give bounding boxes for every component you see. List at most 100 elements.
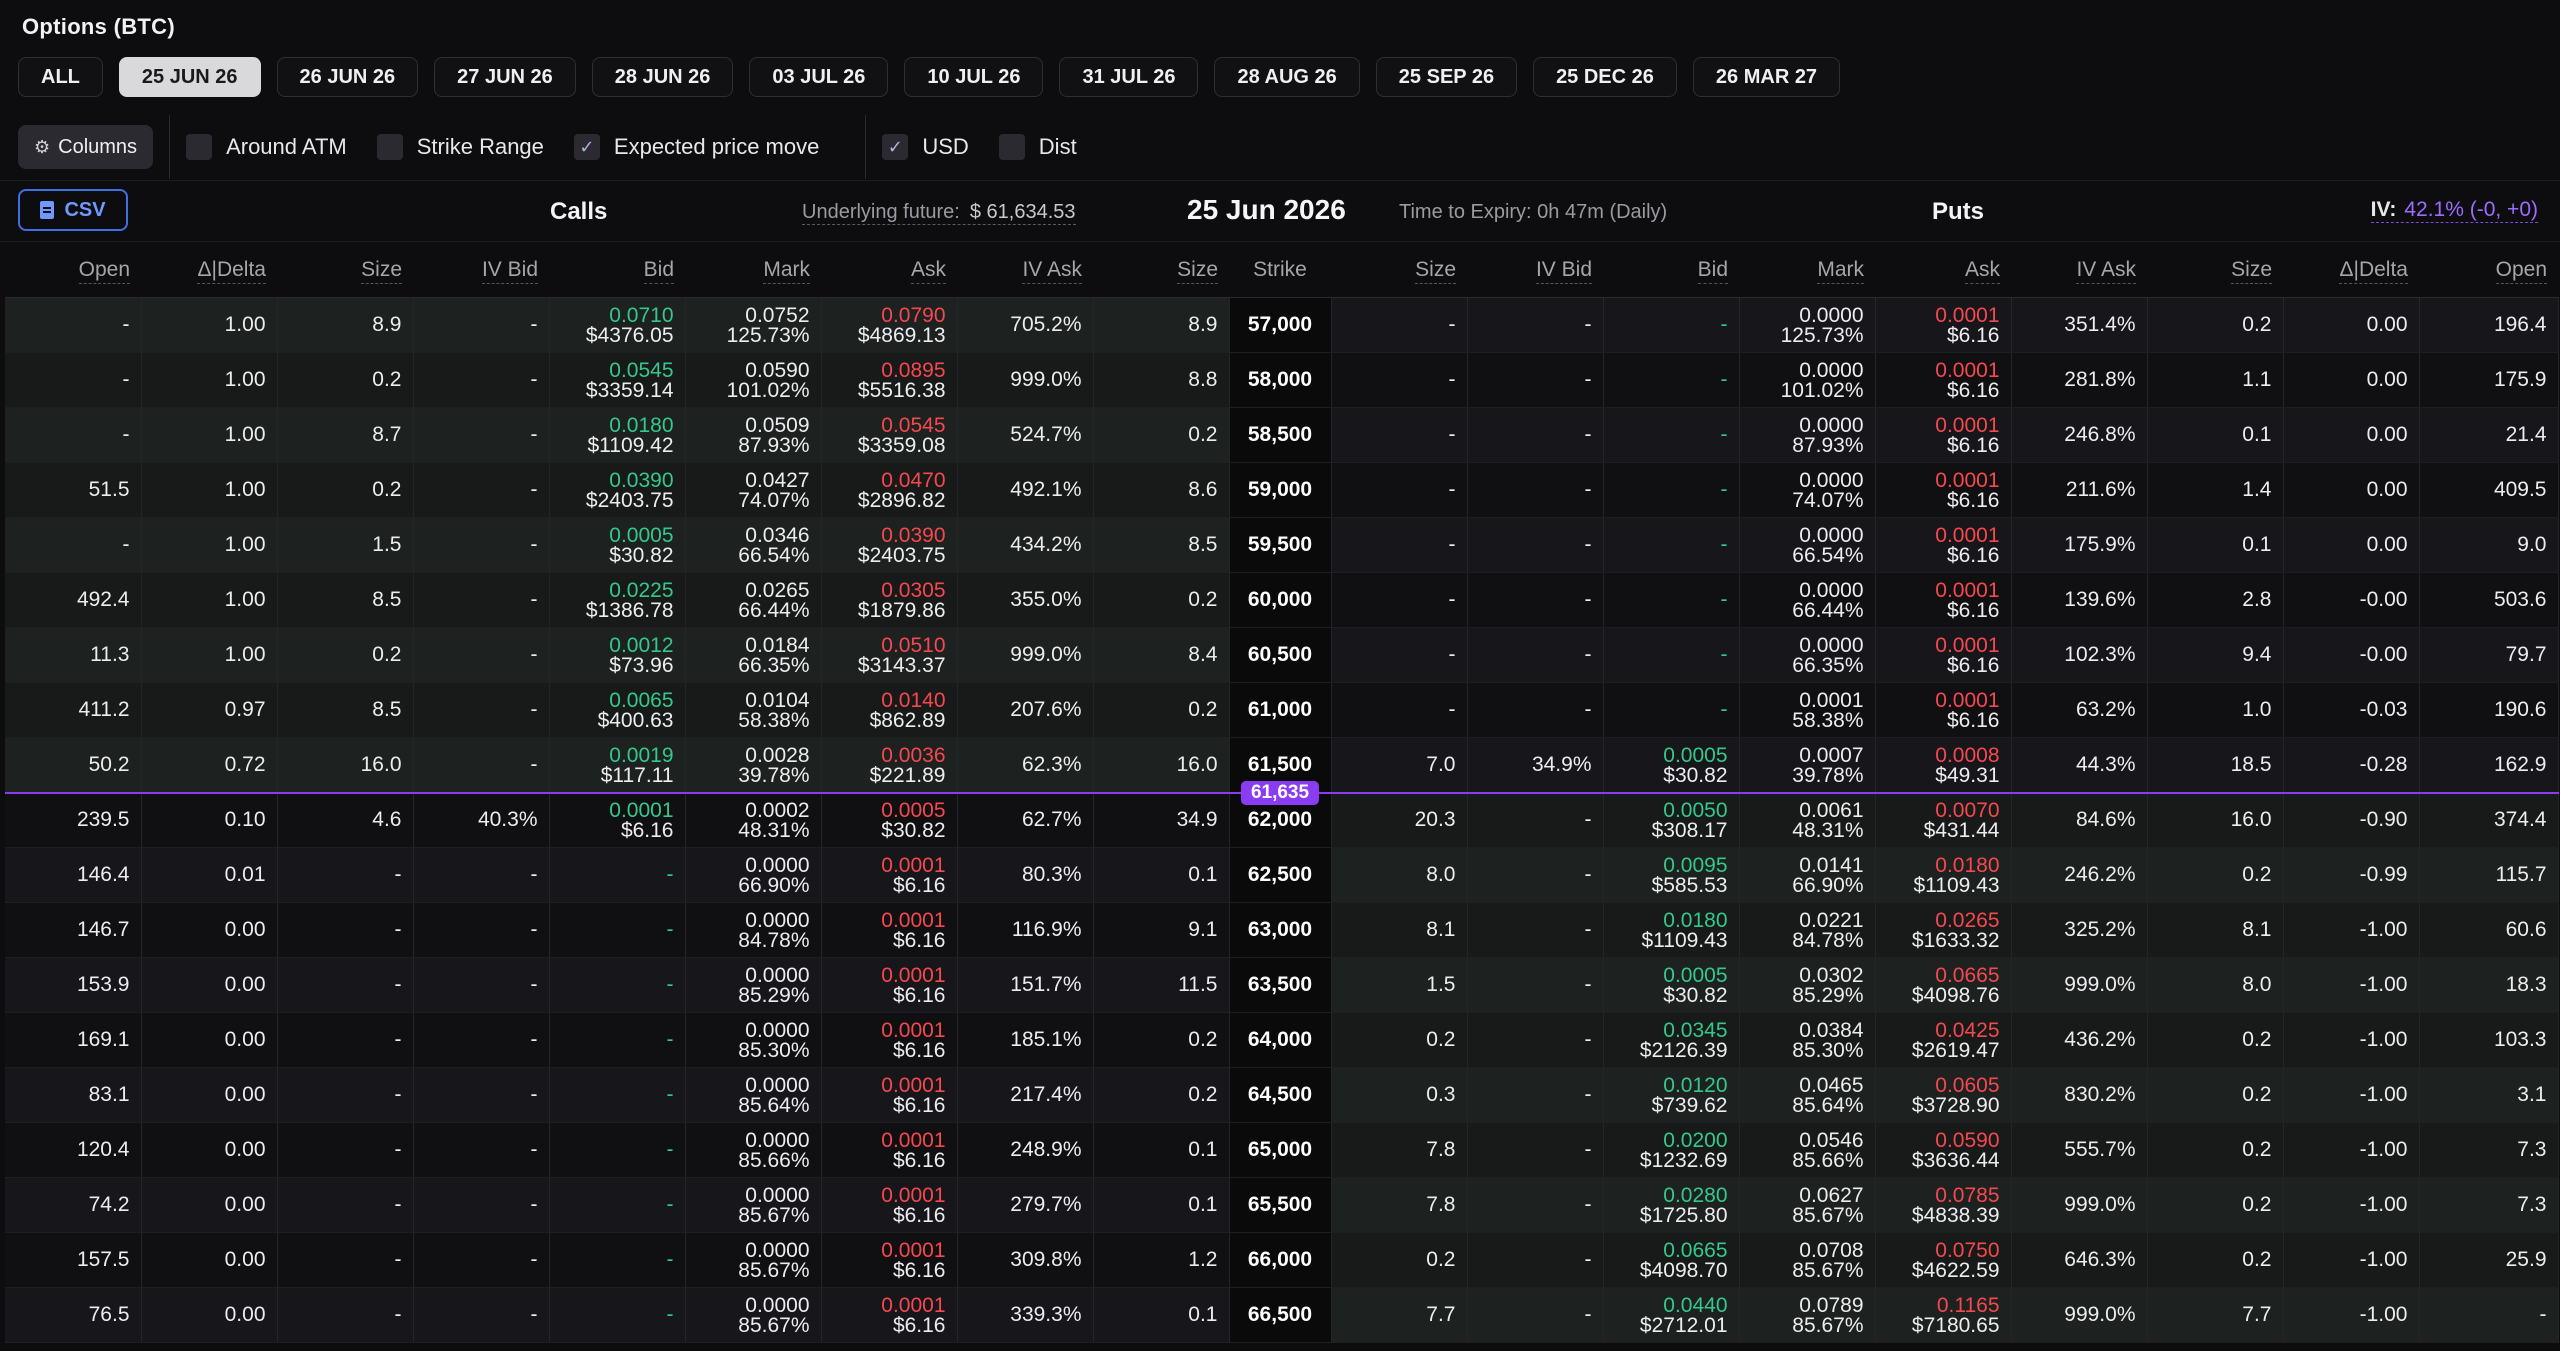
value-cell[interactable]: 830.2%	[2011, 1067, 2148, 1123]
value-cell[interactable]: 34.9	[1093, 791, 1230, 848]
value-cell[interactable]: 190.6	[2419, 682, 2559, 738]
value-cell[interactable]: 0.1	[1093, 1287, 1230, 1343]
price-cell[interactable]: 0.0012 $73.96	[549, 627, 686, 683]
price-cell[interactable]: 0.0545 $3359.14	[549, 352, 686, 408]
value-cell[interactable]: -	[1331, 352, 1468, 408]
table-row[interactable]: 76.5 0.00- - -0.0000 85.67% 0.0001 $6.16 339.3%…	[5, 1287, 2559, 1343]
price-cell[interactable]: 0.0180 $1109.43	[1603, 902, 1740, 958]
value-cell[interactable]: 11.5	[1093, 957, 1230, 1013]
value-cell[interactable]: 436.2%	[2011, 1012, 2148, 1068]
table-row[interactable]: 51.5 1.00 0.2-0.0390 $2403.75 0.0427 74.07% 0.…	[5, 462, 2559, 518]
value-cell[interactable]: -	[277, 1012, 414, 1068]
value-cell[interactable]: 8.9	[277, 297, 414, 353]
value-cell[interactable]: -1.00	[2283, 1067, 2420, 1123]
value-cell[interactable]: 185.1%	[957, 1012, 1094, 1068]
price-cell[interactable]: 0.0000 84.78%	[685, 902, 822, 958]
value-cell[interactable]: 0.00	[2283, 297, 2420, 353]
price-cell[interactable]: 0.0104 58.38%	[685, 682, 822, 738]
column-header[interactable]: Ask	[821, 242, 957, 298]
price-cell[interactable]: 0.0305 $1879.86	[821, 572, 958, 628]
price-cell[interactable]: 0.0001 $6.16	[821, 1177, 958, 1233]
price-cell[interactable]: 0.0000 85.67%	[685, 1177, 822, 1233]
value-cell[interactable]: -	[1331, 517, 1468, 573]
value-cell[interactable]: 62.3%	[957, 737, 1094, 793]
price-cell[interactable]: 0.0000 66.35%	[1739, 627, 1876, 683]
value-cell[interactable]: -	[277, 1287, 414, 1343]
value-cell[interactable]: 339.3%	[957, 1287, 1094, 1343]
table-row[interactable]: 239.5 0.10 4.6 40.3% 0.0001 $6.16 0.0002 48.31%…	[5, 780, 2559, 848]
price-cell[interactable]: 0.0710 $4376.05	[549, 297, 686, 353]
value-cell[interactable]: 1.00	[141, 627, 278, 683]
value-cell[interactable]: -	[413, 847, 550, 903]
price-cell[interactable]: 0.0265 $1633.32	[1875, 902, 2012, 958]
value-cell[interactable]: 0.00	[141, 1012, 278, 1068]
price-cell[interactable]: 0.0895 $5516.38	[821, 352, 958, 408]
price-cell[interactable]: 0.0065 $400.63	[549, 682, 686, 738]
column-header[interactable]: Mark	[685, 242, 821, 298]
price-cell[interactable]: 0.0001 $6.16	[1875, 682, 2012, 738]
column-header[interactable]: Open	[2419, 242, 2558, 298]
value-cell[interactable]: 8.6	[1093, 462, 1230, 518]
price-cell[interactable]: -	[549, 902, 686, 958]
value-cell[interactable]: 281.8%	[2011, 352, 2148, 408]
price-cell[interactable]: 0.0028 39.78%	[685, 737, 822, 793]
value-cell[interactable]: 0.2	[2147, 1232, 2284, 1288]
price-cell[interactable]: 0.0225 $1386.78	[549, 572, 686, 628]
value-cell[interactable]: 325.2%	[2011, 902, 2148, 958]
value-cell[interactable]: -	[413, 902, 550, 958]
price-cell[interactable]: 0.0001 $6.16	[1875, 627, 2012, 683]
column-header[interactable]: IV Ask	[2011, 242, 2147, 298]
value-cell[interactable]: 0.2	[1093, 682, 1230, 738]
price-cell[interactable]: -	[1603, 572, 1740, 628]
value-cell[interactable]: 246.2%	[2011, 847, 2148, 903]
price-cell[interactable]: 0.0510 $3143.37	[821, 627, 958, 683]
value-cell[interactable]: 374.4	[2419, 791, 2559, 848]
value-cell[interactable]: 157.5	[5, 1232, 142, 1288]
value-cell[interactable]: -1.00	[2283, 902, 2420, 958]
value-cell[interactable]: 20.3	[1331, 791, 1468, 848]
checkbox-icon[interactable]	[376, 134, 403, 160]
value-cell[interactable]: -	[413, 1067, 550, 1123]
value-cell[interactable]: 0.2	[1093, 1067, 1230, 1123]
value-cell[interactable]: 0.10	[141, 791, 278, 848]
price-cell[interactable]: 0.0141 66.90%	[1739, 847, 1876, 903]
value-cell[interactable]: 7.8	[1331, 1177, 1468, 1233]
price-cell[interactable]: 0.0007 39.78%	[1739, 737, 1876, 793]
price-cell[interactable]: 0.0221 84.78%	[1739, 902, 1876, 958]
price-cell[interactable]: -	[549, 1287, 686, 1343]
value-cell[interactable]: 0.00	[2283, 462, 2420, 518]
value-cell[interactable]: 102.3%	[2011, 627, 2148, 683]
value-cell[interactable]: 80.3%	[957, 847, 1094, 903]
checkbox-icon[interactable]	[186, 134, 213, 160]
value-cell[interactable]: 115.7	[2419, 847, 2559, 903]
value-cell[interactable]: -	[413, 737, 550, 793]
column-header[interactable]: Open	[5, 242, 141, 298]
value-cell[interactable]: 0.00	[141, 957, 278, 1013]
value-cell[interactable]: -1.00	[2283, 957, 2420, 1013]
price-cell[interactable]: 0.0001 $6.16	[821, 902, 958, 958]
value-cell[interactable]: -	[413, 517, 550, 573]
value-cell[interactable]: -	[413, 1287, 550, 1343]
price-cell[interactable]: 0.0665 $4098.76	[1875, 957, 2012, 1013]
csv-export-button[interactable]: CSV	[18, 189, 128, 231]
value-cell[interactable]: 239.5	[5, 791, 142, 848]
expiry-tab[interactable]: 26 JUN 26	[276, 57, 419, 97]
column-header[interactable]: Δ|Delta	[2283, 242, 2419, 298]
value-cell[interactable]: 248.9%	[957, 1122, 1094, 1178]
value-cell[interactable]: 169.1	[5, 1012, 142, 1068]
value-cell[interactable]: -	[413, 1122, 550, 1178]
price-cell[interactable]: 0.0000 66.90%	[685, 847, 822, 903]
value-cell[interactable]: -0.00	[2283, 572, 2420, 628]
price-cell[interactable]: -	[549, 1012, 686, 1068]
value-cell[interactable]: -	[1467, 682, 1604, 738]
price-cell[interactable]: 0.0001 $6.16	[821, 1287, 958, 1343]
table-row[interactable]: 169.1 0.00- - -0.0000 85.30% 0.0001 $6.16 185.1…	[5, 1012, 2559, 1068]
value-cell[interactable]: 999.0%	[2011, 957, 2148, 1013]
value-cell[interactable]: -	[277, 1177, 414, 1233]
table-row[interactable]: 146.7 0.00- - -0.0000 84.78% 0.0001 $6.16 116.9…	[5, 902, 2559, 958]
price-cell[interactable]: 0.0789 85.67%	[1739, 1287, 1876, 1343]
value-cell[interactable]: -	[277, 1067, 414, 1123]
value-cell[interactable]: -	[413, 682, 550, 738]
value-cell[interactable]: 999.0%	[2011, 1177, 2148, 1233]
value-cell[interactable]: -	[1467, 1067, 1604, 1123]
